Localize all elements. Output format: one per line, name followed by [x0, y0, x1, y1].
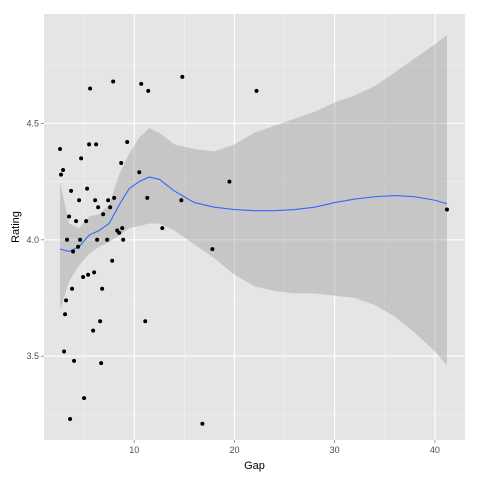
- data-point: [77, 198, 82, 203]
- data-point: [110, 258, 115, 263]
- data-point: [61, 167, 66, 172]
- data-point: [85, 186, 90, 191]
- data-point: [86, 272, 91, 277]
- data-point: [137, 170, 142, 175]
- data-point: [108, 205, 113, 210]
- data-point: [65, 237, 70, 242]
- data-point: [146, 88, 151, 93]
- panel-background: [44, 14, 465, 440]
- data-point: [81, 275, 86, 280]
- data-point: [78, 237, 83, 242]
- y-tick-label: 4.5: [26, 118, 39, 128]
- data-point: [143, 319, 148, 324]
- data-point: [58, 147, 63, 152]
- data-point: [119, 160, 124, 165]
- data-point: [200, 421, 205, 426]
- data-point: [74, 219, 79, 224]
- data-point: [160, 226, 165, 231]
- x-axis-title: Gap: [244, 460, 265, 472]
- x-tick-label: 30: [330, 445, 340, 455]
- data-point: [79, 156, 84, 161]
- data-point: [84, 219, 89, 224]
- confidence-band: [60, 34, 447, 366]
- data-point: [68, 417, 73, 422]
- data-point: [71, 249, 76, 254]
- points-layer: [58, 74, 449, 426]
- data-point: [72, 358, 77, 363]
- y-tick-label: 4.0: [26, 235, 39, 245]
- data-point: [100, 286, 105, 291]
- data-point: [125, 140, 130, 145]
- data-point: [254, 88, 259, 93]
- data-point: [87, 142, 92, 147]
- data-point: [139, 81, 144, 86]
- data-point: [145, 195, 150, 200]
- data-point: [88, 86, 93, 91]
- data-point: [105, 237, 110, 242]
- y-tick-label: 3.5: [26, 351, 39, 361]
- x-tick-label: 40: [430, 445, 440, 455]
- data-point: [444, 207, 449, 212]
- smooth-line: [59, 176, 448, 253]
- y-axis-title: Rating: [10, 211, 22, 243]
- data-point: [101, 212, 106, 217]
- data-point: [210, 247, 215, 252]
- data-point: [120, 226, 125, 231]
- data-point: [70, 286, 75, 291]
- data-point: [64, 298, 69, 303]
- data-point: [69, 188, 74, 193]
- data-point: [117, 230, 122, 235]
- data-point: [180, 74, 185, 79]
- data-point: [91, 328, 96, 333]
- data-point: [59, 172, 64, 177]
- data-point: [99, 361, 104, 366]
- data-point: [76, 244, 81, 249]
- data-point: [98, 319, 103, 324]
- data-point: [179, 198, 184, 203]
- data-point: [95, 237, 100, 242]
- data-point: [63, 312, 68, 317]
- grid-major: [44, 14, 465, 440]
- data-point: [93, 198, 98, 203]
- data-point: [227, 179, 232, 184]
- x-axis: 10 20 30 40: [129, 440, 440, 455]
- x-tick-label: 20: [229, 445, 239, 455]
- data-point: [121, 237, 126, 242]
- data-point: [112, 195, 117, 200]
- data-point: [92, 270, 97, 275]
- confidence-band-layer: [60, 34, 447, 366]
- data-point: [106, 198, 111, 203]
- grid-minor: [44, 14, 465, 440]
- smooth-line-layer: [59, 176, 448, 253]
- data-point: [62, 349, 67, 354]
- data-point: [96, 205, 101, 210]
- y-axis: 3.5 4.0 4.5: [26, 118, 44, 361]
- data-point: [67, 214, 72, 219]
- data-point: [111, 79, 116, 84]
- x-tick-label: 10: [129, 445, 139, 455]
- data-point: [82, 396, 87, 401]
- data-point: [94, 142, 99, 147]
